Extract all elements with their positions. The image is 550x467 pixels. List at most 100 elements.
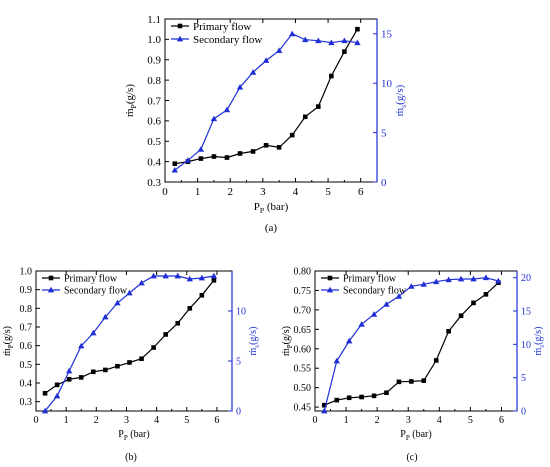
right-y-axis-label: ṁs(g/s): [533, 327, 546, 356]
secondary-flow-point: [345, 337, 353, 344]
primary-flow-point: [384, 390, 389, 396]
secondary-flow-line: [323, 277, 499, 412]
secondary-flow-point: [186, 275, 193, 282]
primary-flow-point: [355, 26, 360, 32]
primary-flow-point: [172, 161, 178, 166]
left-y-tick-label: 1.0: [20, 267, 33, 278]
x-tick-label: 2: [94, 415, 99, 426]
secondary-flow-point: [126, 289, 133, 296]
chart-panel-1: 0 1 2 3 4 5 6 0.3 0.4 0.5 0.6 0.7 0.8 0.9 1.0 1.1 0 5 10 15…: [124, 14, 408, 234]
primary-flow-point: [471, 300, 476, 306]
x-tick-label: 4: [437, 415, 442, 426]
legend-marker-primary-flow: [327, 275, 333, 281]
primary-flow-point: [211, 154, 217, 159]
x-tick-label: 1: [344, 415, 349, 426]
left-y-tick-label: 0.3: [20, 397, 33, 408]
right-y-tick-label: 0: [236, 407, 241, 418]
primary-flow-point: [224, 155, 230, 160]
primary-flow-point: [78, 375, 84, 380]
primary-flow-point: [198, 156, 204, 161]
secondary-flow-point: [495, 277, 502, 284]
secondary-flow-point: [114, 299, 121, 306]
x-tick-label: 6: [214, 415, 219, 426]
secondary-flow-point: [333, 357, 340, 364]
primary-flow-point: [346, 395, 352, 401]
legend-marker-secondary-flow: [47, 286, 55, 293]
legend-marker-primary-flow: [48, 275, 54, 281]
primary-flow-point: [421, 378, 427, 383]
right-y-tick-label: 0: [381, 177, 387, 189]
right-y-axis-label: ṁs(g/s): [394, 84, 408, 116]
secondary-flow-point: [275, 47, 283, 54]
primary-flow-point: [175, 320, 181, 326]
x-tick-label: 2: [375, 415, 380, 426]
primary-flow-point: [446, 328, 451, 334]
left-y-tick-label: 0.8: [147, 75, 161, 87]
left-y-tick-label: 0.5: [20, 360, 33, 371]
left-y-axis-label: ṁP(g/s): [124, 84, 138, 117]
right-y-tick-label: 10: [381, 78, 393, 90]
primary-flow-point: [342, 49, 347, 54]
x-tick-label: 1: [64, 415, 69, 426]
secondary-flow-point: [482, 274, 490, 281]
primary-flow-point: [199, 292, 205, 298]
x-tick-label: 5: [468, 415, 473, 426]
panel-label: (b): [125, 452, 137, 463]
legend-label-primary-flow: Primary flow: [193, 21, 251, 33]
secondary-flow-point: [41, 407, 49, 414]
panel-label: (c): [406, 452, 417, 463]
secondary-flow-point: [138, 279, 145, 286]
x-tick-label: 0: [162, 186, 168, 198]
x-tick-label: 4: [154, 415, 159, 426]
left-y-tick-label: 0.6: [20, 341, 33, 352]
primary-flow-point: [322, 402, 327, 408]
primary-flow-point: [334, 397, 340, 403]
x-tick-label: 5: [184, 415, 189, 426]
legend-label-primary-flow: Primary flow: [343, 274, 397, 285]
secondary-flow-point: [198, 274, 206, 281]
primary-flow-point: [66, 376, 72, 382]
left-y-tick-label: 0.9: [20, 285, 33, 296]
secondary-flow-point: [236, 83, 244, 90]
secondary-flow-point: [395, 293, 403, 299]
primary-flow-point: [103, 367, 108, 373]
secondary-flow-point: [53, 392, 61, 399]
primary-flow-point: [54, 382, 60, 388]
x-axis-label: PP (bar): [400, 429, 431, 442]
secondary-flow-point: [78, 342, 85, 349]
x-tick-label: 3: [406, 415, 411, 426]
primary-flow-point: [483, 292, 489, 297]
x-tick-label: 4: [293, 186, 299, 198]
left-y-axis-label: ṁP(g/s): [281, 326, 294, 356]
secondary-flow-point: [197, 146, 205, 152]
left-y-tick-label: 0.80: [294, 267, 312, 278]
right-y-tick-label: 5: [521, 373, 526, 384]
secondary-flow-point: [102, 313, 109, 320]
left-y-tick-label: 0.70: [294, 305, 312, 316]
x-tick-label: 1: [195, 186, 201, 198]
secondary-flow-point: [420, 281, 427, 287]
left-y-tick-label: 0.50: [294, 383, 312, 394]
secondary-flow-point: [289, 30, 296, 37]
legend-label-secondary-flow: Secondary flow: [193, 34, 262, 46]
secondary-flow-point: [470, 275, 477, 282]
secondary-flow-point: [321, 407, 328, 414]
left-y-tick-label: 0.55: [294, 364, 312, 375]
primary-flow-point: [396, 379, 402, 385]
x-axis-label: PP (bar): [254, 201, 289, 215]
legend-marker-primary-flow: [177, 23, 183, 29]
secondary-flow-point: [354, 39, 361, 46]
secondary-flow-point: [150, 272, 157, 279]
secondary-flow-point: [223, 106, 231, 113]
primary-flow-point: [263, 143, 269, 148]
secondary-flow-point: [302, 36, 309, 43]
left-y-tick-label: 0.9: [147, 55, 161, 67]
x-tick-label: 0: [34, 415, 39, 426]
left-y-tick-label: 0.60: [294, 344, 312, 355]
left-y-tick-label: 1.1: [147, 14, 161, 26]
primary-flow-point: [211, 278, 217, 283]
x-axis-label: PP (bar): [118, 429, 149, 442]
